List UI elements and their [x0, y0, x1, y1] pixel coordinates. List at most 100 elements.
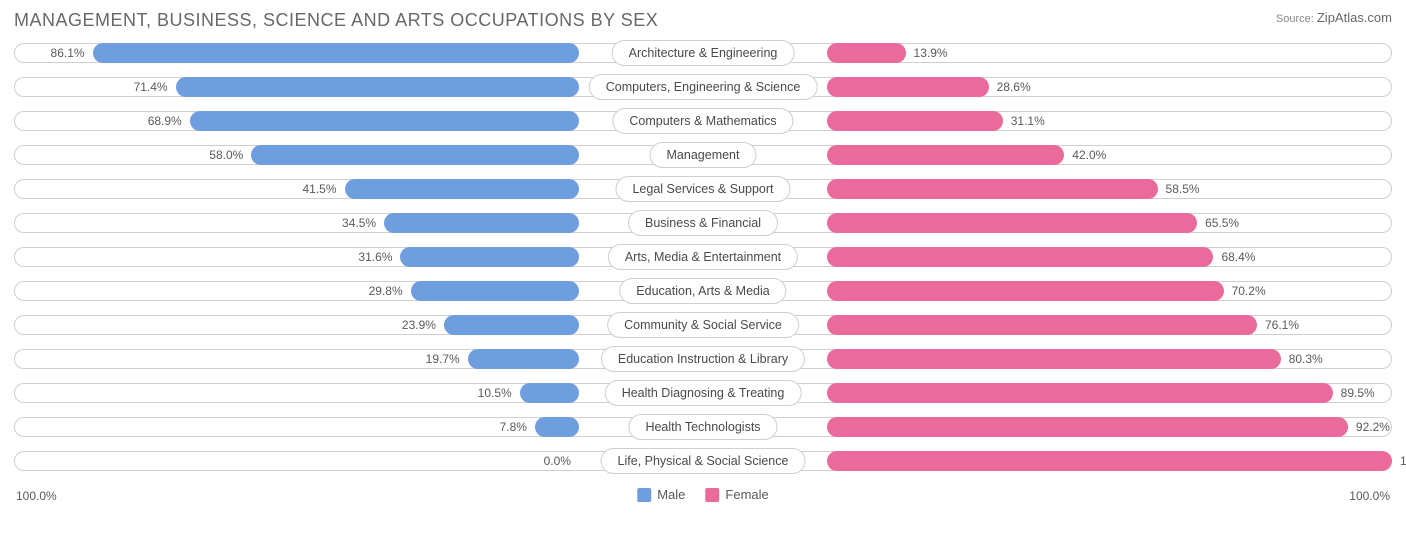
category-pill: Legal Services & Support [615, 176, 790, 202]
category-pill: Architecture & Engineering [612, 40, 795, 66]
male-value-label: 29.8% [369, 277, 411, 305]
male-bar-zone [14, 349, 579, 369]
chart-row: 41.5% 58.5% Legal Services & Support [14, 175, 1392, 203]
male-bar-zone [14, 213, 579, 233]
category-pill: Education Instruction & Library [601, 346, 805, 372]
category-pill: Health Technologists [628, 414, 777, 440]
chart-footer: 100.0% Male Female 100.0% [14, 481, 1392, 511]
male-bar-zone [14, 281, 579, 301]
male-value-label: 31.6% [358, 243, 400, 271]
male-value-label: 0.0% [544, 447, 579, 475]
legend-male-label: Male [657, 487, 685, 502]
male-bar-zone [14, 77, 579, 97]
category-pill: Computers & Mathematics [612, 108, 793, 134]
female-value-label: 70.2% [1224, 277, 1266, 305]
category-pill: Computers, Engineering & Science [589, 74, 818, 100]
female-value-label: 100.0% [1392, 447, 1406, 475]
female-bar [827, 315, 1257, 335]
female-value-label: 68.4% [1213, 243, 1255, 271]
female-value-label: 89.5% [1333, 379, 1375, 407]
male-bar-zone [14, 315, 579, 335]
chart-row: 0.0%100.0%Life, Physical & Social Scienc… [14, 447, 1392, 475]
legend: Male Female [637, 487, 769, 502]
male-bar [93, 43, 579, 63]
male-bar [444, 315, 579, 335]
chart-row: 19.7% 80.3% Education Instruction & Librar… [14, 345, 1392, 373]
category-pill: Business & Financial [628, 210, 778, 236]
male-bar [535, 417, 579, 437]
chart-row: 7.8% 92.2% Health Technologists [14, 413, 1392, 441]
chart-header: MANAGEMENT, BUSINESS, SCIENCE AND ARTS O… [14, 10, 1392, 31]
chart-row: 10.5% 89.5% Health Diagnosing & Treating [14, 379, 1392, 407]
chart-row: 29.8% 70.2% Education, Arts & Media [14, 277, 1392, 305]
female-bar-zone [827, 315, 1392, 335]
female-bar [827, 213, 1197, 233]
category-pill: Arts, Media & Entertainment [608, 244, 798, 270]
chart-row: 68.9% 31.1% Computers & Mathematics [14, 107, 1392, 135]
female-bar [827, 349, 1281, 369]
category-pill: Life, Physical & Social Science [601, 448, 806, 474]
male-bar-zone [14, 451, 579, 471]
legend-item-female: Female [705, 487, 768, 502]
male-bar [400, 247, 579, 267]
category-pill: Health Diagnosing & Treating [605, 380, 802, 406]
male-value-label: 86.1% [51, 39, 93, 67]
female-value-label: 80.3% [1281, 345, 1323, 373]
male-bar [411, 281, 579, 301]
female-bar [827, 111, 1003, 131]
female-swatch-icon [705, 488, 719, 502]
chart-title: MANAGEMENT, BUSINESS, SCIENCE AND ARTS O… [14, 10, 658, 31]
female-bar-zone [827, 213, 1392, 233]
chart-row: 34.5%65.5%Business & Financial [14, 209, 1392, 237]
male-swatch-icon [637, 488, 651, 502]
male-value-label: 23.9% [402, 311, 444, 339]
female-bar [827, 179, 1158, 199]
female-bar-zone [827, 451, 1392, 471]
female-value-label: 13.9% [906, 39, 948, 67]
female-bar [827, 281, 1224, 301]
male-bar-zone [14, 43, 579, 63]
female-value-label: 76.1% [1257, 311, 1299, 339]
female-bar-zone [827, 383, 1392, 403]
chart-row: 71.4%28.6%Computers, Engineering & Scien… [14, 73, 1392, 101]
source-label: Source: [1276, 13, 1314, 25]
category-pill: Community & Social Service [607, 312, 799, 338]
female-bar [827, 43, 906, 63]
male-bar [176, 77, 579, 97]
male-bar [520, 383, 579, 403]
female-bar-zone [827, 281, 1392, 301]
female-bar [827, 77, 989, 97]
female-bar-zone [827, 417, 1392, 437]
male-value-label: 68.9% [148, 107, 190, 135]
category-pill: Management [650, 142, 757, 168]
male-bar-zone [14, 417, 579, 437]
female-bar-zone [827, 77, 1392, 97]
female-bar [827, 451, 1392, 471]
female-value-label: 58.5% [1158, 175, 1200, 203]
male-value-label: 19.7% [426, 345, 468, 373]
axis-right-label: 100.0% [1349, 489, 1390, 503]
category-pill: Education, Arts & Media [619, 278, 786, 304]
female-bar-zone [827, 145, 1392, 165]
male-bar-zone [14, 145, 579, 165]
male-bar-zone [14, 111, 579, 131]
male-value-label: 41.5% [302, 175, 344, 203]
male-bar-zone [14, 179, 579, 199]
female-value-label: 31.1% [1003, 107, 1045, 135]
female-bar-zone [827, 111, 1392, 131]
male-value-label: 10.5% [478, 379, 520, 407]
female-bar-zone [827, 247, 1392, 267]
female-value-label: 92.2% [1348, 413, 1390, 441]
male-value-label: 7.8% [500, 413, 535, 441]
male-bar [384, 213, 579, 233]
legend-item-male: Male [637, 487, 685, 502]
female-value-label: 65.5% [1197, 209, 1239, 237]
male-value-label: 71.4% [134, 73, 176, 101]
chart-row: 23.9% 76.1% Community & Social Service [14, 311, 1392, 339]
male-bar [190, 111, 579, 131]
chart-row: 86.1% 13.9% Architecture & Engineering [14, 39, 1392, 67]
female-bar [827, 417, 1348, 437]
source-attribution: Source: ZipAtlas.com [1276, 10, 1392, 25]
male-bar-zone [14, 247, 579, 267]
male-value-label: 58.0% [209, 141, 251, 169]
